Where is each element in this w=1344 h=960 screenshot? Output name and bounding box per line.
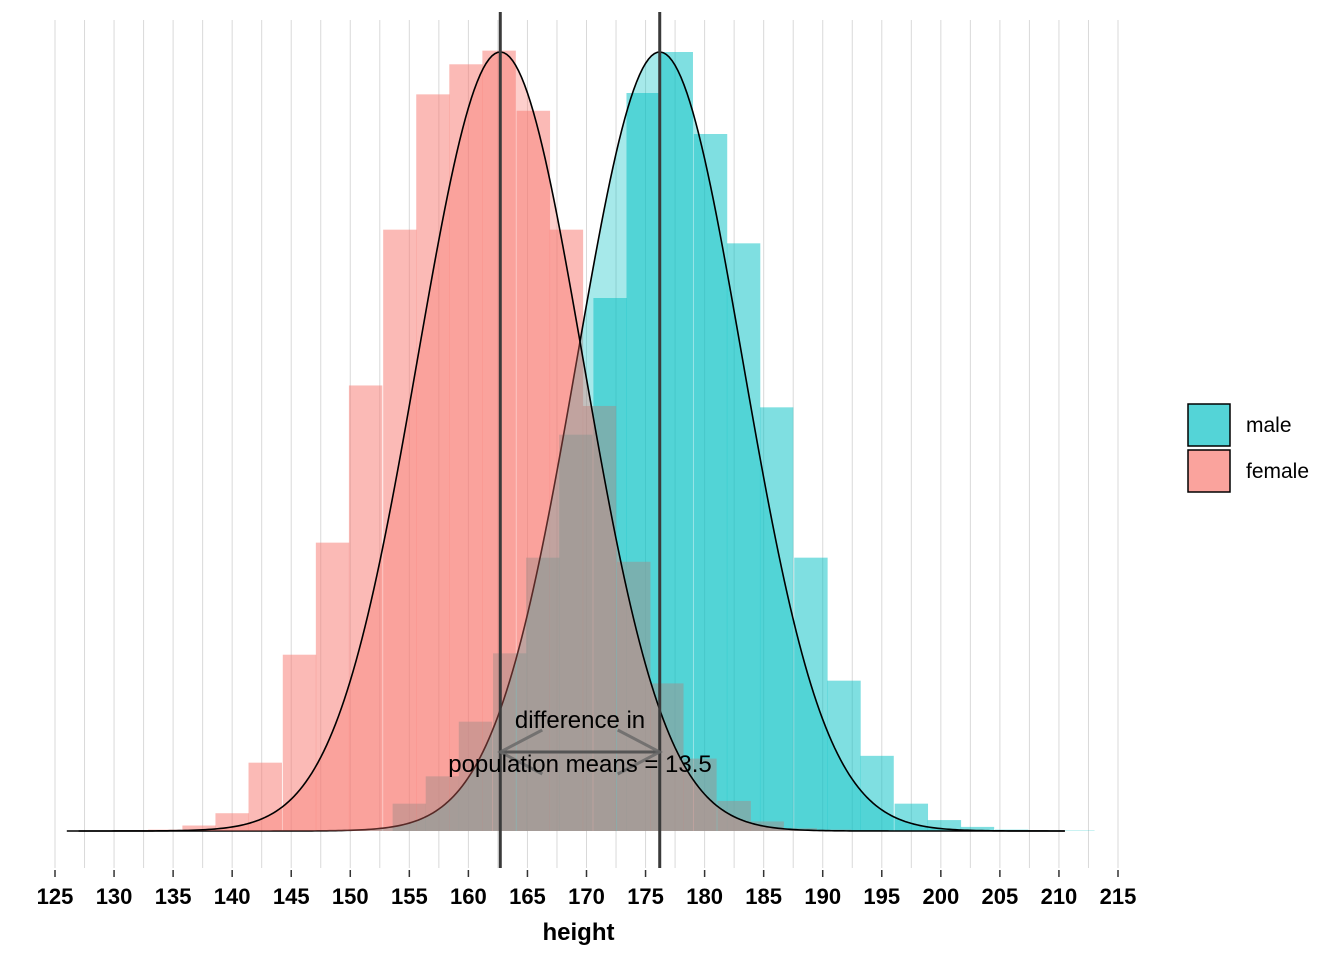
x-tick-label: 135 bbox=[155, 884, 192, 909]
arrow-head bbox=[497, 728, 543, 776]
x-tick-label: 170 bbox=[568, 884, 605, 909]
annotation-line-2: population means = 13.5 bbox=[448, 751, 712, 778]
female-bar bbox=[416, 94, 450, 831]
x-tick-label: 150 bbox=[332, 884, 369, 909]
male-bar bbox=[960, 826, 995, 831]
x-axis: 125 130 135 140 145 150 155 160 165 170 175 180 185 1… bbox=[37, 870, 1137, 909]
arrow-head bbox=[617, 728, 663, 776]
x-tick-label: 180 bbox=[686, 884, 723, 909]
x-tick-label: 175 bbox=[627, 884, 664, 909]
x-tick-label: 160 bbox=[450, 884, 487, 909]
annotation-line-1: difference in bbox=[515, 707, 645, 734]
female-bar bbox=[182, 825, 216, 831]
x-tick-label: 140 bbox=[214, 884, 251, 909]
mean-lines bbox=[498, 12, 662, 868]
x-tick-label: 210 bbox=[1041, 884, 1078, 909]
female-bar bbox=[215, 813, 249, 831]
female-bar bbox=[683, 758, 717, 831]
female-bar bbox=[248, 762, 282, 831]
male-bar bbox=[759, 407, 794, 831]
male-bar bbox=[827, 680, 861, 831]
difference-arrow bbox=[497, 728, 663, 776]
density-curves bbox=[66, 51, 1065, 832]
legend-key-female bbox=[1187, 449, 1231, 493]
female-bar bbox=[348, 385, 383, 831]
female-density-curve bbox=[78, 51, 1065, 832]
x-tick-label: 145 bbox=[273, 884, 310, 909]
male-bar bbox=[726, 243, 761, 832]
x-tick-label: 195 bbox=[863, 884, 900, 909]
x-tick-label: 185 bbox=[745, 884, 782, 909]
male-density-curve bbox=[66, 51, 1065, 832]
male-density-fill bbox=[66, 52, 1065, 831]
female-bar bbox=[582, 405, 617, 831]
female-bar bbox=[449, 64, 483, 832]
x-axis-title: height bbox=[543, 919, 615, 946]
female-bar bbox=[650, 683, 684, 831]
male-bar bbox=[860, 755, 894, 831]
male-bar bbox=[927, 820, 962, 831]
female-bar bbox=[617, 561, 651, 831]
female-bar bbox=[315, 542, 350, 831]
x-tick-label: 130 bbox=[96, 884, 133, 909]
male-bar bbox=[693, 134, 728, 831]
x-tick-label: 215 bbox=[1100, 884, 1137, 909]
male-bar bbox=[794, 557, 828, 831]
x-tick-label: 200 bbox=[922, 884, 959, 909]
female-bar bbox=[383, 229, 417, 831]
legend-label-female: female bbox=[1246, 460, 1309, 483]
female-density-fill bbox=[78, 52, 1065, 831]
x-tick-label: 155 bbox=[391, 884, 428, 909]
x-tick-label: 125 bbox=[37, 884, 74, 909]
x-tick-label: 190 bbox=[804, 884, 841, 909]
x-tick-label: 205 bbox=[982, 884, 1019, 909]
female-bar bbox=[516, 110, 551, 832]
legend: male female bbox=[1187, 403, 1309, 493]
legend-label-male: male bbox=[1246, 414, 1292, 437]
legend-key-male bbox=[1187, 403, 1231, 447]
x-tick-label: 165 bbox=[509, 884, 546, 909]
